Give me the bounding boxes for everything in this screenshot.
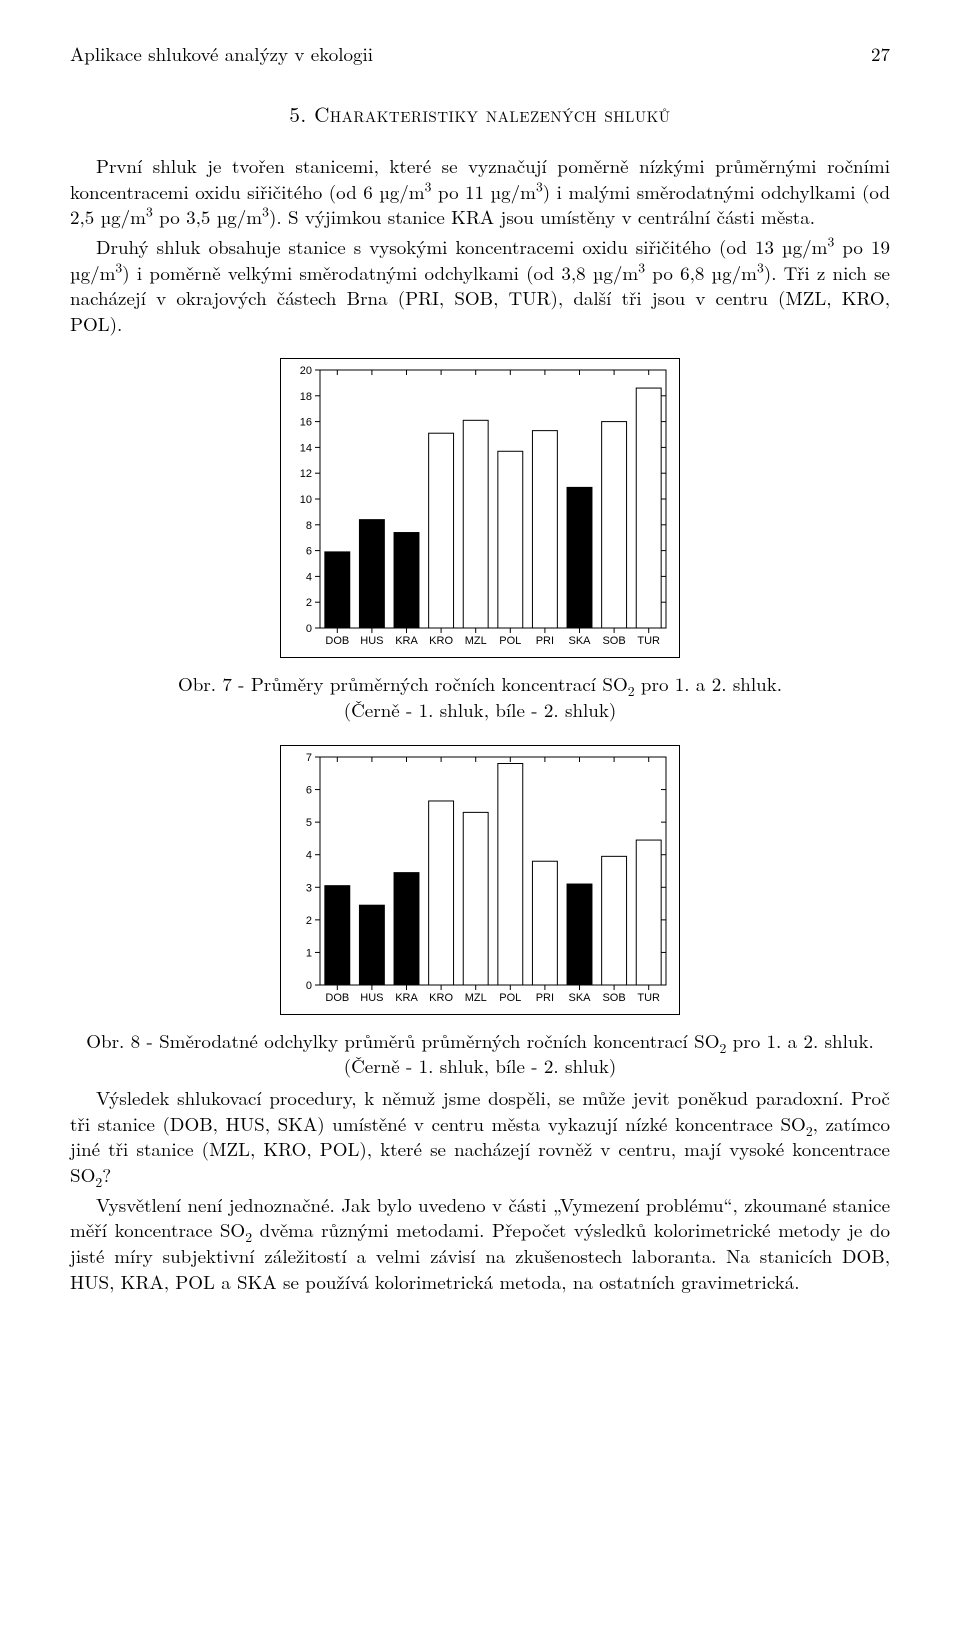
svg-text:10: 10 bbox=[300, 494, 312, 506]
svg-text:7: 7 bbox=[306, 752, 312, 764]
paragraph-3: Výsledek shlukovací procedury, k němuž j… bbox=[70, 1085, 890, 1188]
svg-text:18: 18 bbox=[300, 391, 312, 403]
bar bbox=[463, 421, 488, 629]
bar bbox=[325, 885, 350, 984]
svg-text:4: 4 bbox=[306, 849, 312, 861]
bar bbox=[532, 431, 557, 628]
svg-text:PRI: PRI bbox=[536, 635, 554, 647]
page-number: 27 bbox=[871, 40, 890, 67]
bar bbox=[429, 434, 454, 629]
svg-text:TUR: TUR bbox=[637, 635, 660, 647]
svg-text:20: 20 bbox=[300, 365, 312, 377]
bar bbox=[359, 905, 384, 985]
svg-text:14: 14 bbox=[300, 443, 312, 455]
svg-text:DOB: DOB bbox=[325, 992, 349, 1004]
fig7-cap-c: (Černě - 1. shluk, bíle - 2. shluk) bbox=[344, 696, 617, 723]
p2-a: Druhý shluk obsahuje stanice s vysokými … bbox=[96, 233, 827, 260]
running-title: Aplikace shlukové analýzy v ekologii bbox=[70, 40, 373, 67]
figure-7: 0 2 4 6 8 10 12 14 16 18 20 DOB HUS KRA KRO MZL POL PRI SK… bbox=[70, 358, 890, 663]
chart-1-svg: 0 2 4 6 8 10 12 14 16 18 20 DOB HUS KRA KRO MZL POL PRI SK… bbox=[280, 358, 680, 658]
sup-3: 3 bbox=[757, 257, 764, 276]
bar bbox=[498, 763, 523, 984]
svg-text:SOB: SOB bbox=[602, 635, 625, 647]
svg-text:16: 16 bbox=[300, 417, 312, 429]
svg-text:5: 5 bbox=[306, 817, 312, 829]
svg-text:KRA: KRA bbox=[395, 635, 418, 647]
bar bbox=[359, 520, 384, 628]
svg-text:KRO: KRO bbox=[429, 635, 453, 647]
paragraph-2: Druhý shluk obsahuje stanice s vysokými … bbox=[70, 234, 890, 337]
bar bbox=[636, 389, 661, 629]
bar bbox=[463, 812, 488, 985]
bar bbox=[636, 840, 661, 985]
svg-text:3: 3 bbox=[306, 882, 312, 894]
chart-2-svg: 0 1 2 3 4 5 6 7 DOB HUS KRA KRO MZL POL PRI SKA SOB TUR bbox=[280, 745, 680, 1015]
p2-c: ) i poměrně velkými směrodatnými odchylk… bbox=[122, 259, 638, 286]
p3-a: Výsledek shlukovací procedury, k němuž j… bbox=[70, 1084, 890, 1137]
svg-text:MZL: MZL bbox=[465, 635, 487, 647]
p3-c: ? bbox=[102, 1161, 111, 1188]
svg-text:HUS: HUS bbox=[360, 992, 383, 1004]
p1-b: po 11 µg/m bbox=[431, 178, 535, 205]
paragraph-4: Vysvětlení není jednoznačné. Jak bylo uv… bbox=[70, 1192, 890, 1295]
svg-text:MZL: MZL bbox=[465, 992, 487, 1004]
p2-d: po 6,8 µg/m bbox=[645, 259, 757, 286]
bar bbox=[429, 801, 454, 985]
figure-7-caption: Obr. 7 - Průměry průměrných ročních konc… bbox=[70, 671, 890, 722]
svg-text:0: 0 bbox=[306, 980, 312, 992]
svg-text:2: 2 bbox=[306, 598, 312, 610]
fig7-cap-b: pro 1. a 2. shluk. bbox=[635, 670, 782, 697]
bar bbox=[498, 452, 523, 629]
p1-e: ). S výjimkou stanice KRA jsou umístěny … bbox=[269, 203, 815, 230]
svg-text:0: 0 bbox=[306, 623, 312, 635]
section-title: 5. Charakteristiky nalezených shluků bbox=[70, 99, 890, 129]
bar bbox=[532, 861, 557, 985]
svg-text:PRI: PRI bbox=[536, 992, 554, 1004]
svg-text:POL: POL bbox=[499, 992, 521, 1004]
bar bbox=[567, 884, 592, 985]
sup-3: 3 bbox=[262, 202, 269, 221]
bar bbox=[394, 533, 419, 628]
svg-text:12: 12 bbox=[300, 469, 312, 481]
bar bbox=[394, 872, 419, 984]
bar bbox=[602, 856, 627, 985]
svg-text:SKA: SKA bbox=[568, 992, 591, 1004]
sup-3: 3 bbox=[536, 176, 543, 195]
svg-text:2: 2 bbox=[306, 915, 312, 927]
svg-text:6: 6 bbox=[306, 784, 312, 796]
svg-text:6: 6 bbox=[306, 546, 312, 558]
bar bbox=[567, 488, 592, 629]
svg-text:SKA: SKA bbox=[568, 635, 591, 647]
bar bbox=[325, 552, 350, 628]
svg-text:POL: POL bbox=[499, 635, 521, 647]
bar bbox=[602, 422, 627, 628]
svg-text:1: 1 bbox=[306, 947, 312, 959]
fig8-cap-a: Obr. 8 - Směrodatné odchylky průměrů prů… bbox=[86, 1027, 719, 1054]
svg-text:HUS: HUS bbox=[360, 635, 383, 647]
svg-text:4: 4 bbox=[306, 572, 312, 584]
svg-text:TUR: TUR bbox=[637, 992, 660, 1004]
svg-text:DOB: DOB bbox=[325, 635, 349, 647]
sub-2: 2 bbox=[628, 681, 635, 700]
p1-d: po 3,5 µg/m bbox=[153, 203, 262, 230]
figure-8: 0 1 2 3 4 5 6 7 DOB HUS KRA KRO MZL POL PRI SKA SOB TUR bbox=[70, 745, 890, 1020]
paragraph-1: První shluk je tvořen stanicemi, které s… bbox=[70, 153, 890, 230]
svg-text:KRO: KRO bbox=[429, 992, 453, 1004]
figure-8-caption: Obr. 8 - Směrodatné odchylky průměrů prů… bbox=[70, 1028, 890, 1079]
fig7-cap-a: Obr. 7 - Průměry průměrných ročních konc… bbox=[178, 670, 628, 697]
running-head: Aplikace shlukové analýzy v ekologii 27 bbox=[70, 40, 890, 67]
svg-text:SOB: SOB bbox=[602, 992, 625, 1004]
svg-text:8: 8 bbox=[306, 520, 312, 532]
sup-3: 3 bbox=[146, 202, 153, 221]
svg-text:KRA: KRA bbox=[395, 992, 418, 1004]
